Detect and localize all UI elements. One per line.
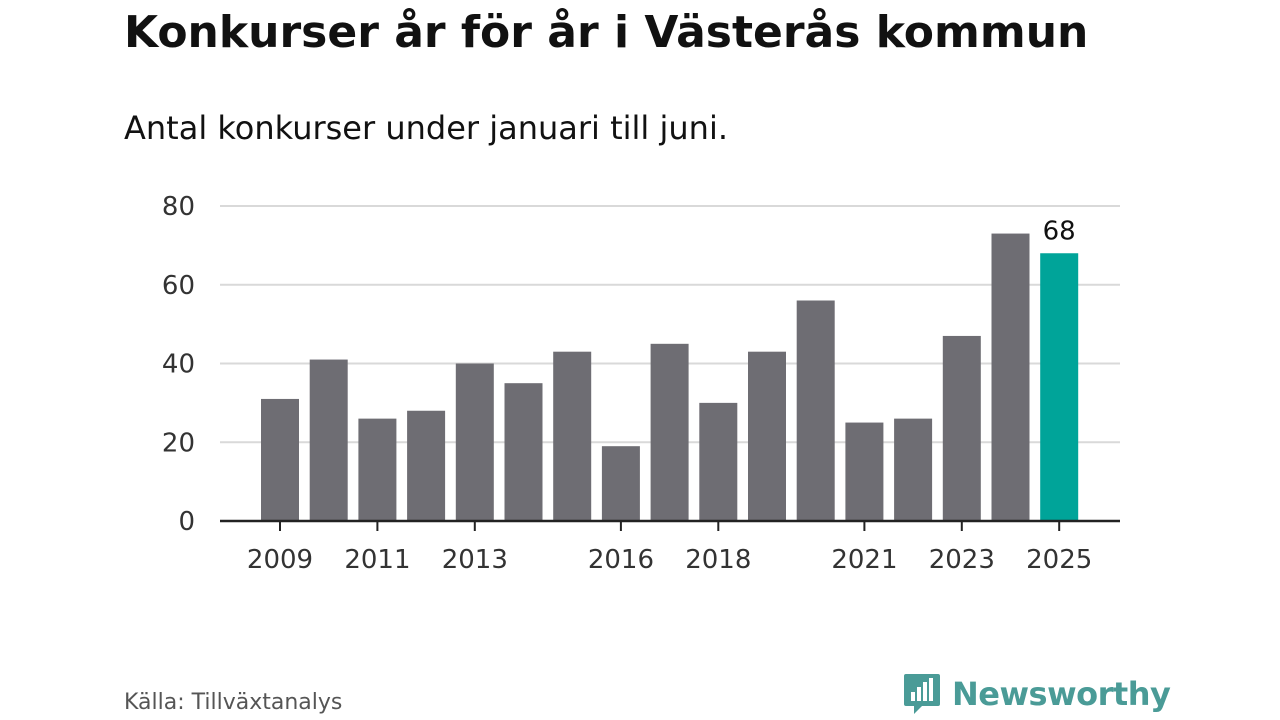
y-axis-ticks: 0 20 40 60 80 xyxy=(162,192,195,537)
bar-2014 xyxy=(504,383,543,521)
chart-subtitle: Antal konkurser under januari till juni. xyxy=(124,109,728,147)
y-tick-label: 40 xyxy=(162,350,195,380)
source-note: Källa: Tillväxtanalys xyxy=(124,690,343,715)
x-tick-label: 2023 xyxy=(929,545,995,575)
x-axis-ticks: 2009 2011 2013 2016 2018 2021 2023 2025 xyxy=(247,521,1092,575)
bar-2023 xyxy=(942,335,981,521)
bar-2025 xyxy=(1040,253,1079,521)
bar-2022 xyxy=(894,418,933,521)
x-tick-label: 2016 xyxy=(588,545,654,575)
bars xyxy=(261,233,1079,521)
x-tick-label: 2025 xyxy=(1026,545,1092,575)
bar-2016 xyxy=(601,446,640,521)
y-tick-label: 60 xyxy=(162,271,195,301)
bar-2010 xyxy=(309,359,348,521)
x-tick-label: 2009 xyxy=(247,545,313,575)
y-tick-label: 80 xyxy=(162,192,195,222)
y-tick-label: 0 xyxy=(178,507,195,537)
bar-2015 xyxy=(553,351,592,521)
x-tick-label: 2011 xyxy=(344,545,410,575)
bar-2020 xyxy=(796,300,835,521)
chart-title: Konkurser år för år i Västerås kommun xyxy=(124,7,1089,58)
data-label: 68 xyxy=(1043,216,1076,246)
data-labels: 68 xyxy=(1043,216,1076,246)
brand-logo: Newsworthy xyxy=(902,672,1171,716)
bar-2012 xyxy=(407,410,446,521)
bar-2021 xyxy=(845,422,884,521)
bar-2024 xyxy=(991,233,1030,521)
x-tick-label: 2013 xyxy=(442,545,508,575)
bar-2019 xyxy=(748,351,786,521)
bar-chart-speech-bubble-icon xyxy=(904,674,940,714)
x-tick-label: 2021 xyxy=(831,545,897,575)
brand-name: Newsworthy xyxy=(952,675,1171,713)
bar-2011 xyxy=(358,418,397,521)
bar-2018 xyxy=(699,402,738,521)
bar-2017 xyxy=(650,343,689,521)
bar-2013 xyxy=(455,363,494,521)
y-tick-label: 20 xyxy=(162,428,195,458)
x-tick-label: 2018 xyxy=(685,545,751,575)
bar-2009 xyxy=(261,398,299,521)
